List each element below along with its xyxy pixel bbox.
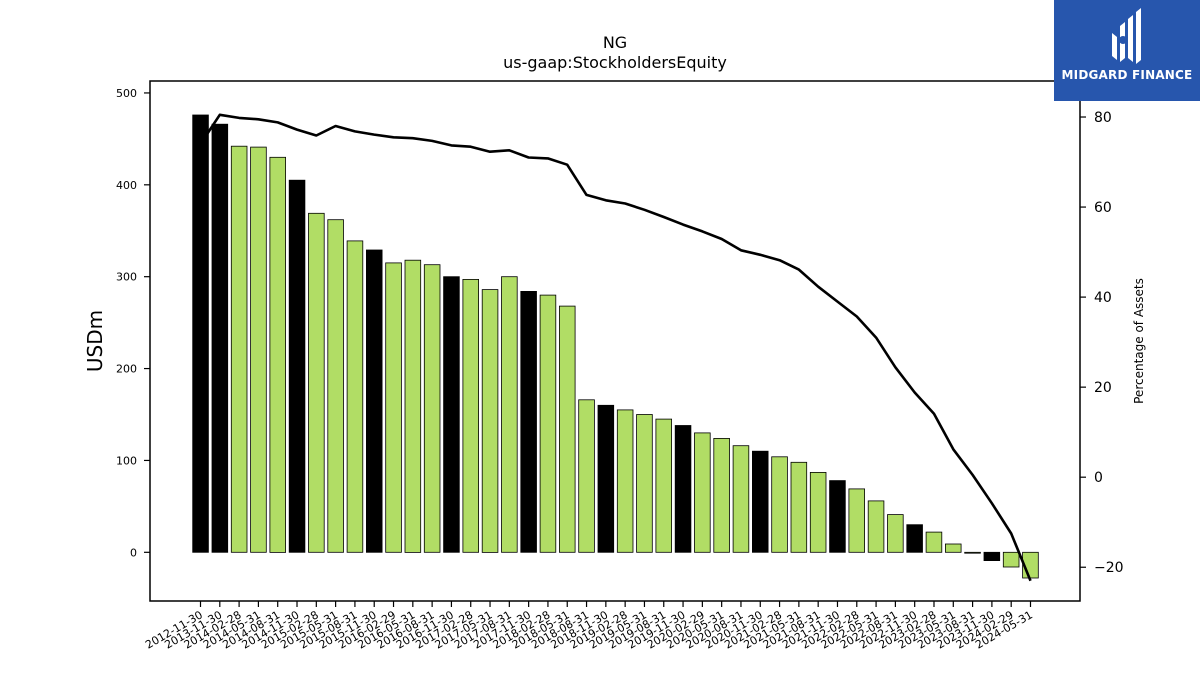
bar bbox=[481, 289, 499, 553]
bar bbox=[520, 290, 537, 553]
y-tick-label: 300 bbox=[116, 271, 137, 284]
bar bbox=[790, 461, 808, 553]
bar bbox=[385, 262, 402, 553]
bar bbox=[925, 531, 943, 553]
y-tick-label: 200 bbox=[116, 363, 137, 376]
bar bbox=[906, 524, 923, 553]
y-axis-label: USDm bbox=[83, 310, 107, 372]
y-tick-label: 400 bbox=[116, 179, 137, 192]
y2-axis-label: Percentage of Assets bbox=[1132, 278, 1146, 404]
y2-tick-label: 40 bbox=[1094, 290, 1112, 306]
brand-logo: MIDGARD FINANCE bbox=[1054, 0, 1200, 101]
brand-name: MIDGARD FINANCE bbox=[1061, 68, 1193, 82]
bar bbox=[867, 500, 885, 553]
bar bbox=[655, 418, 673, 553]
bar bbox=[327, 219, 344, 553]
bar bbox=[636, 414, 653, 553]
y2-tick-label: 60 bbox=[1094, 200, 1112, 216]
bar bbox=[423, 264, 441, 553]
bar bbox=[771, 456, 788, 553]
bar bbox=[732, 445, 750, 553]
bar bbox=[829, 480, 846, 553]
bar bbox=[462, 278, 479, 553]
bar bbox=[230, 145, 248, 553]
bar bbox=[616, 409, 634, 553]
bar bbox=[539, 294, 557, 553]
bar bbox=[501, 276, 518, 553]
bar bbox=[945, 543, 962, 553]
bar bbox=[983, 551, 1001, 561]
bar bbox=[192, 114, 209, 553]
bar bbox=[809, 471, 827, 553]
chart-subtitle: us-gaap:StockholdersEquity bbox=[503, 53, 727, 72]
bar bbox=[365, 249, 383, 553]
bar bbox=[346, 240, 364, 553]
plot-frame bbox=[149, 80, 1081, 602]
y-tick-label: 500 bbox=[116, 87, 137, 100]
y2-tick-label: 20 bbox=[1094, 380, 1112, 396]
bar bbox=[211, 123, 229, 553]
bar bbox=[887, 514, 904, 553]
y2-tick-label: 0 bbox=[1094, 470, 1103, 486]
bar bbox=[597, 404, 615, 553]
bar bbox=[578, 399, 595, 553]
brand-mark-icon bbox=[1112, 8, 1141, 64]
y-tick-label: 0 bbox=[130, 546, 137, 559]
bar bbox=[308, 212, 325, 553]
bar bbox=[674, 425, 692, 553]
bar bbox=[694, 432, 711, 553]
bar bbox=[1002, 551, 1020, 568]
bar bbox=[559, 305, 576, 553]
bar bbox=[848, 488, 866, 553]
y2-tick-label: −20 bbox=[1094, 560, 1124, 576]
plot-area: 0100200300400500−200204060802012-11-3020… bbox=[116, 80, 1124, 652]
bar bbox=[404, 259, 422, 553]
y2-tick-label: 80 bbox=[1094, 110, 1112, 126]
bar bbox=[269, 156, 286, 553]
bar bbox=[443, 276, 460, 553]
bar bbox=[250, 146, 267, 553]
bar bbox=[288, 179, 306, 553]
line-series bbox=[199, 113, 1032, 582]
bar bbox=[964, 551, 981, 554]
chart-title: NG bbox=[603, 33, 627, 52]
bar bbox=[713, 437, 730, 553]
bar bbox=[752, 450, 769, 553]
y-tick-label: 100 bbox=[116, 454, 137, 467]
